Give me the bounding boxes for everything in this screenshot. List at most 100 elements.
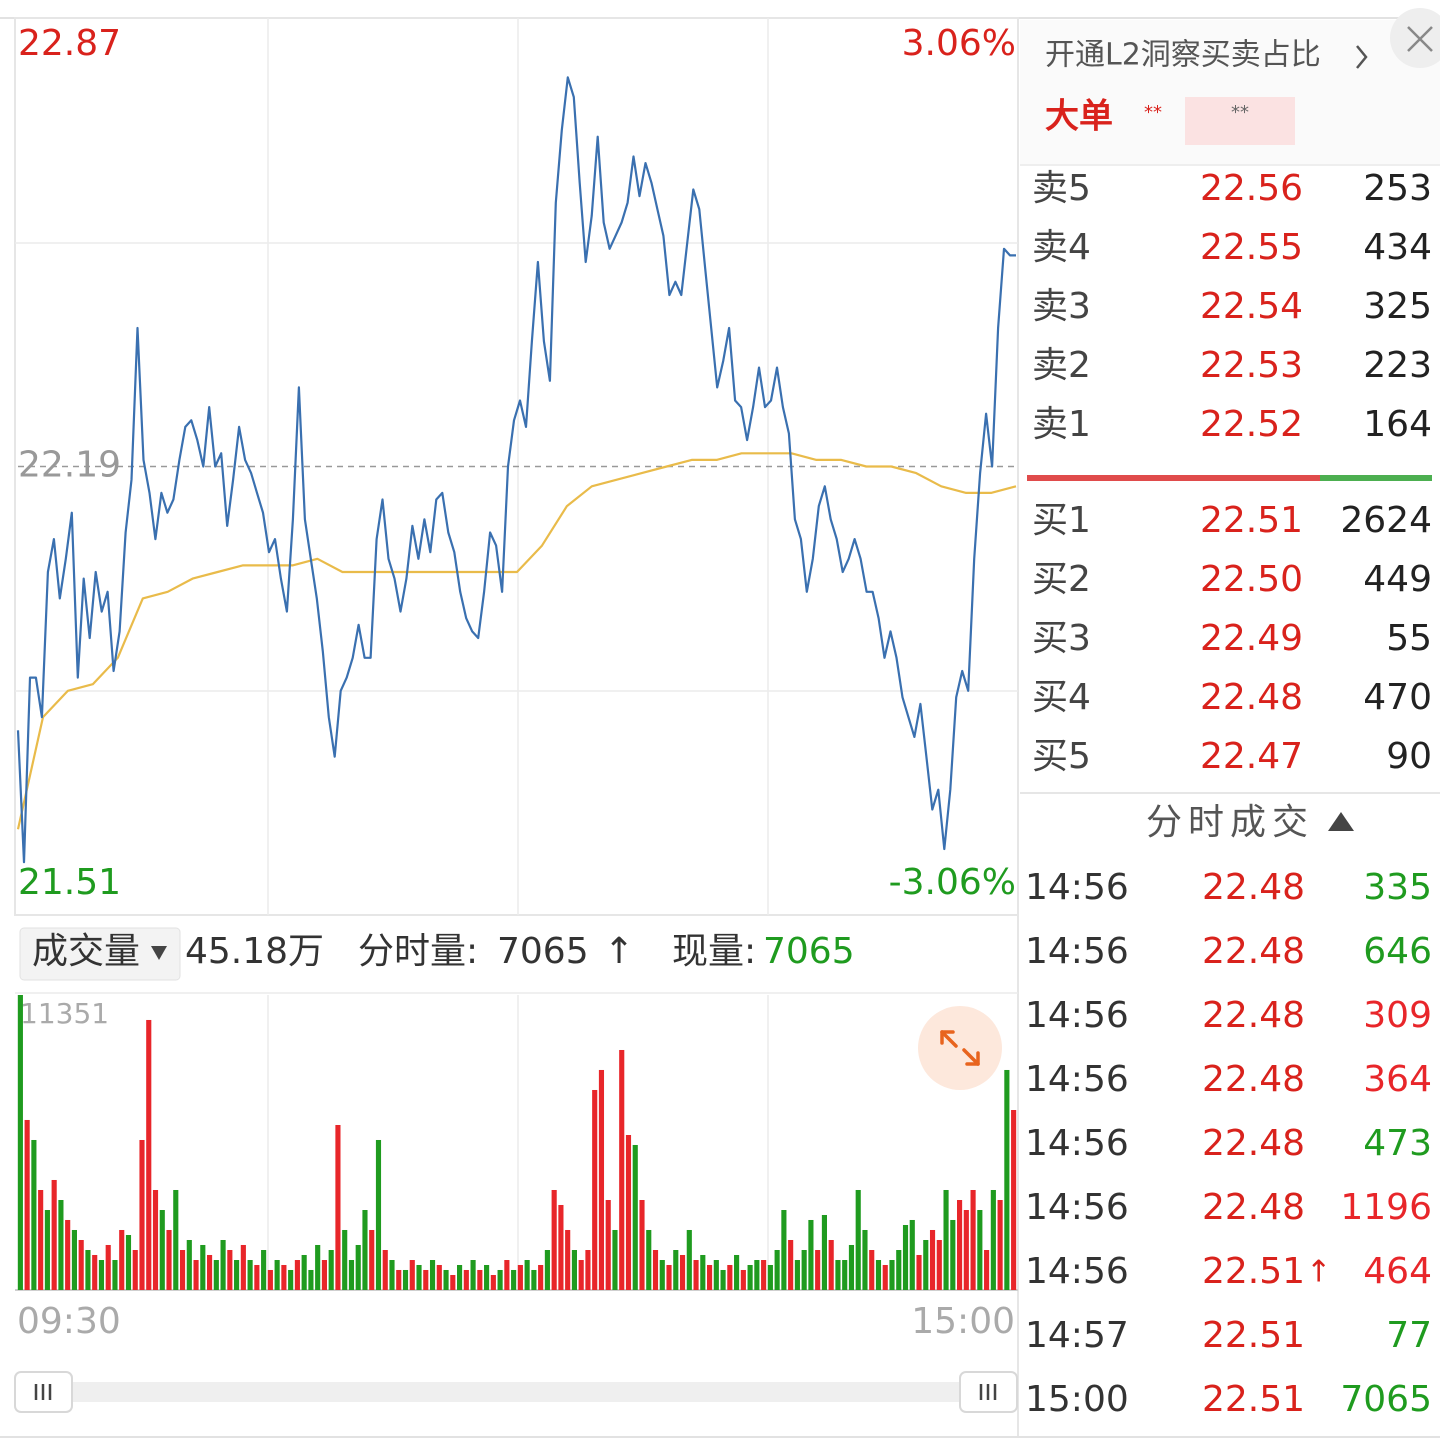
- big-order-sell: **: [1231, 102, 1249, 123]
- volume-bar: [207, 1254, 213, 1290]
- volume-bar: [328, 1250, 334, 1290]
- volume-bar: [321, 1260, 327, 1290]
- volume-tab-label[interactable]: 成交量: [32, 931, 140, 972]
- volume-bar: [457, 1264, 463, 1290]
- book-volume: 325: [1363, 286, 1432, 327]
- volume-bar: [997, 1200, 1003, 1290]
- y-tick-label: 22.87: [18, 23, 121, 64]
- book-price: 22.52: [1200, 404, 1303, 445]
- y2-tick-label: 3.06%: [902, 23, 1016, 64]
- book-label: 买1: [1032, 500, 1091, 541]
- book-volume: 470: [1363, 677, 1432, 718]
- volume-bar: [889, 1260, 895, 1290]
- volume-bar: [470, 1260, 476, 1290]
- volume-bar: [484, 1264, 490, 1290]
- volume-bar: [734, 1254, 740, 1290]
- volume-bar: [362, 1210, 368, 1290]
- price-line: [16, 452, 1017, 830]
- volume-bar: [342, 1229, 348, 1290]
- l2-link[interactable]: 开通L2洞察买卖占比: [1045, 38, 1321, 73]
- volume-bar: [592, 1089, 598, 1290]
- volume-tab[interactable]: [19, 927, 181, 981]
- volume-bar: [774, 1250, 780, 1290]
- dropdown-arrow[interactable]: [151, 946, 167, 960]
- close-button[interactable]: [1390, 8, 1440, 68]
- volume-bar: [869, 1250, 875, 1290]
- y-tick-label: 11351: [20, 997, 109, 1030]
- trade-time: 14:56: [1025, 931, 1129, 972]
- volume-bar: [443, 1269, 449, 1290]
- volume-bar: [984, 1250, 990, 1290]
- book-volume: 55: [1386, 618, 1432, 659]
- trade-volume: 309: [1363, 995, 1432, 1036]
- scroll-handle[interactable]: [14, 1371, 73, 1413]
- volume-bar: [862, 1229, 868, 1290]
- volume-bar: [125, 1235, 132, 1290]
- volume-bar: [828, 1239, 834, 1290]
- volume-bar: [24, 1119, 30, 1290]
- volume-bar: [402, 1269, 409, 1290]
- sort-arrow[interactable]: [1328, 812, 1354, 831]
- trade-price: 22.48: [1202, 931, 1305, 972]
- volume-bar: [139, 1139, 145, 1290]
- book-volume: 223: [1363, 345, 1432, 386]
- volume-bar: [882, 1264, 888, 1290]
- book-price: 22.48: [1200, 677, 1303, 718]
- book-volume: 449: [1363, 559, 1432, 600]
- bid-ratio-bar: [1320, 475, 1432, 481]
- book-label: 卖4: [1032, 227, 1091, 268]
- volume-bar: [923, 1239, 929, 1290]
- y-tick-label: 22.19: [18, 445, 121, 486]
- book-label: 卖1: [1032, 404, 1091, 445]
- trade-volume: 473: [1363, 1123, 1432, 1164]
- volume-bar: [747, 1264, 753, 1290]
- trade-time: 14:56: [1025, 995, 1129, 1036]
- layout-grid: [15, 18, 1018, 1290]
- volume-bar: [943, 1189, 949, 1290]
- scroll-handle[interactable]: [959, 1371, 1018, 1413]
- volume-bar: [193, 1260, 199, 1290]
- volume-bar: [625, 1135, 632, 1290]
- trade-volume: 1196: [1340, 1187, 1432, 1228]
- volume-bar: [146, 1019, 152, 1290]
- book-label: 卖2: [1032, 345, 1091, 386]
- book-label: 卖5: [1032, 168, 1091, 209]
- trades-title[interactable]: 分时成交: [1146, 802, 1314, 843]
- chevron[interactable]: [1356, 45, 1368, 69]
- trade-price: 22.48: [1202, 867, 1305, 908]
- volume-bar: [166, 1229, 172, 1290]
- volume-bar: [389, 1260, 395, 1290]
- book-label: 买2: [1032, 559, 1091, 600]
- volume-bar: [112, 1260, 118, 1290]
- volume-bar: [990, 1189, 996, 1290]
- volume-bar: [450, 1275, 456, 1290]
- volume-bar: [186, 1239, 192, 1290]
- volume-bar: [970, 1189, 976, 1290]
- volume-bar: [294, 1260, 300, 1290]
- volume-bar: [375, 1139, 382, 1290]
- volume-bar: [700, 1254, 706, 1290]
- book-label: 买3: [1032, 618, 1091, 659]
- book-label: 买4: [1032, 677, 1091, 718]
- trade-volume: 364: [1363, 1059, 1432, 1100]
- volume-bar: [558, 1204, 564, 1290]
- volume-bar: [382, 1250, 388, 1290]
- volume-bar: [585, 1250, 591, 1290]
- volume-bar: [781, 1210, 787, 1290]
- scroll-track[interactable]: [15, 1382, 1017, 1402]
- volume-bar: [267, 1269, 273, 1290]
- volume-bar: [896, 1250, 902, 1290]
- volume-bar: [916, 1254, 922, 1290]
- volume-bar: [936, 1239, 942, 1290]
- volume-bar: [950, 1219, 956, 1290]
- volume-bar: [234, 1260, 240, 1290]
- volume-bar: [788, 1239, 794, 1290]
- trade-price: 22.48: [1202, 1059, 1305, 1100]
- volume-bar: [727, 1264, 733, 1290]
- big-order-buy: **: [1144, 102, 1162, 123]
- expand-button[interactable]: [918, 1006, 1002, 1090]
- y-tick-label: 21.51: [18, 862, 121, 903]
- volume-bar: [200, 1244, 206, 1290]
- trade-price: 22.51: [1202, 1315, 1305, 1356]
